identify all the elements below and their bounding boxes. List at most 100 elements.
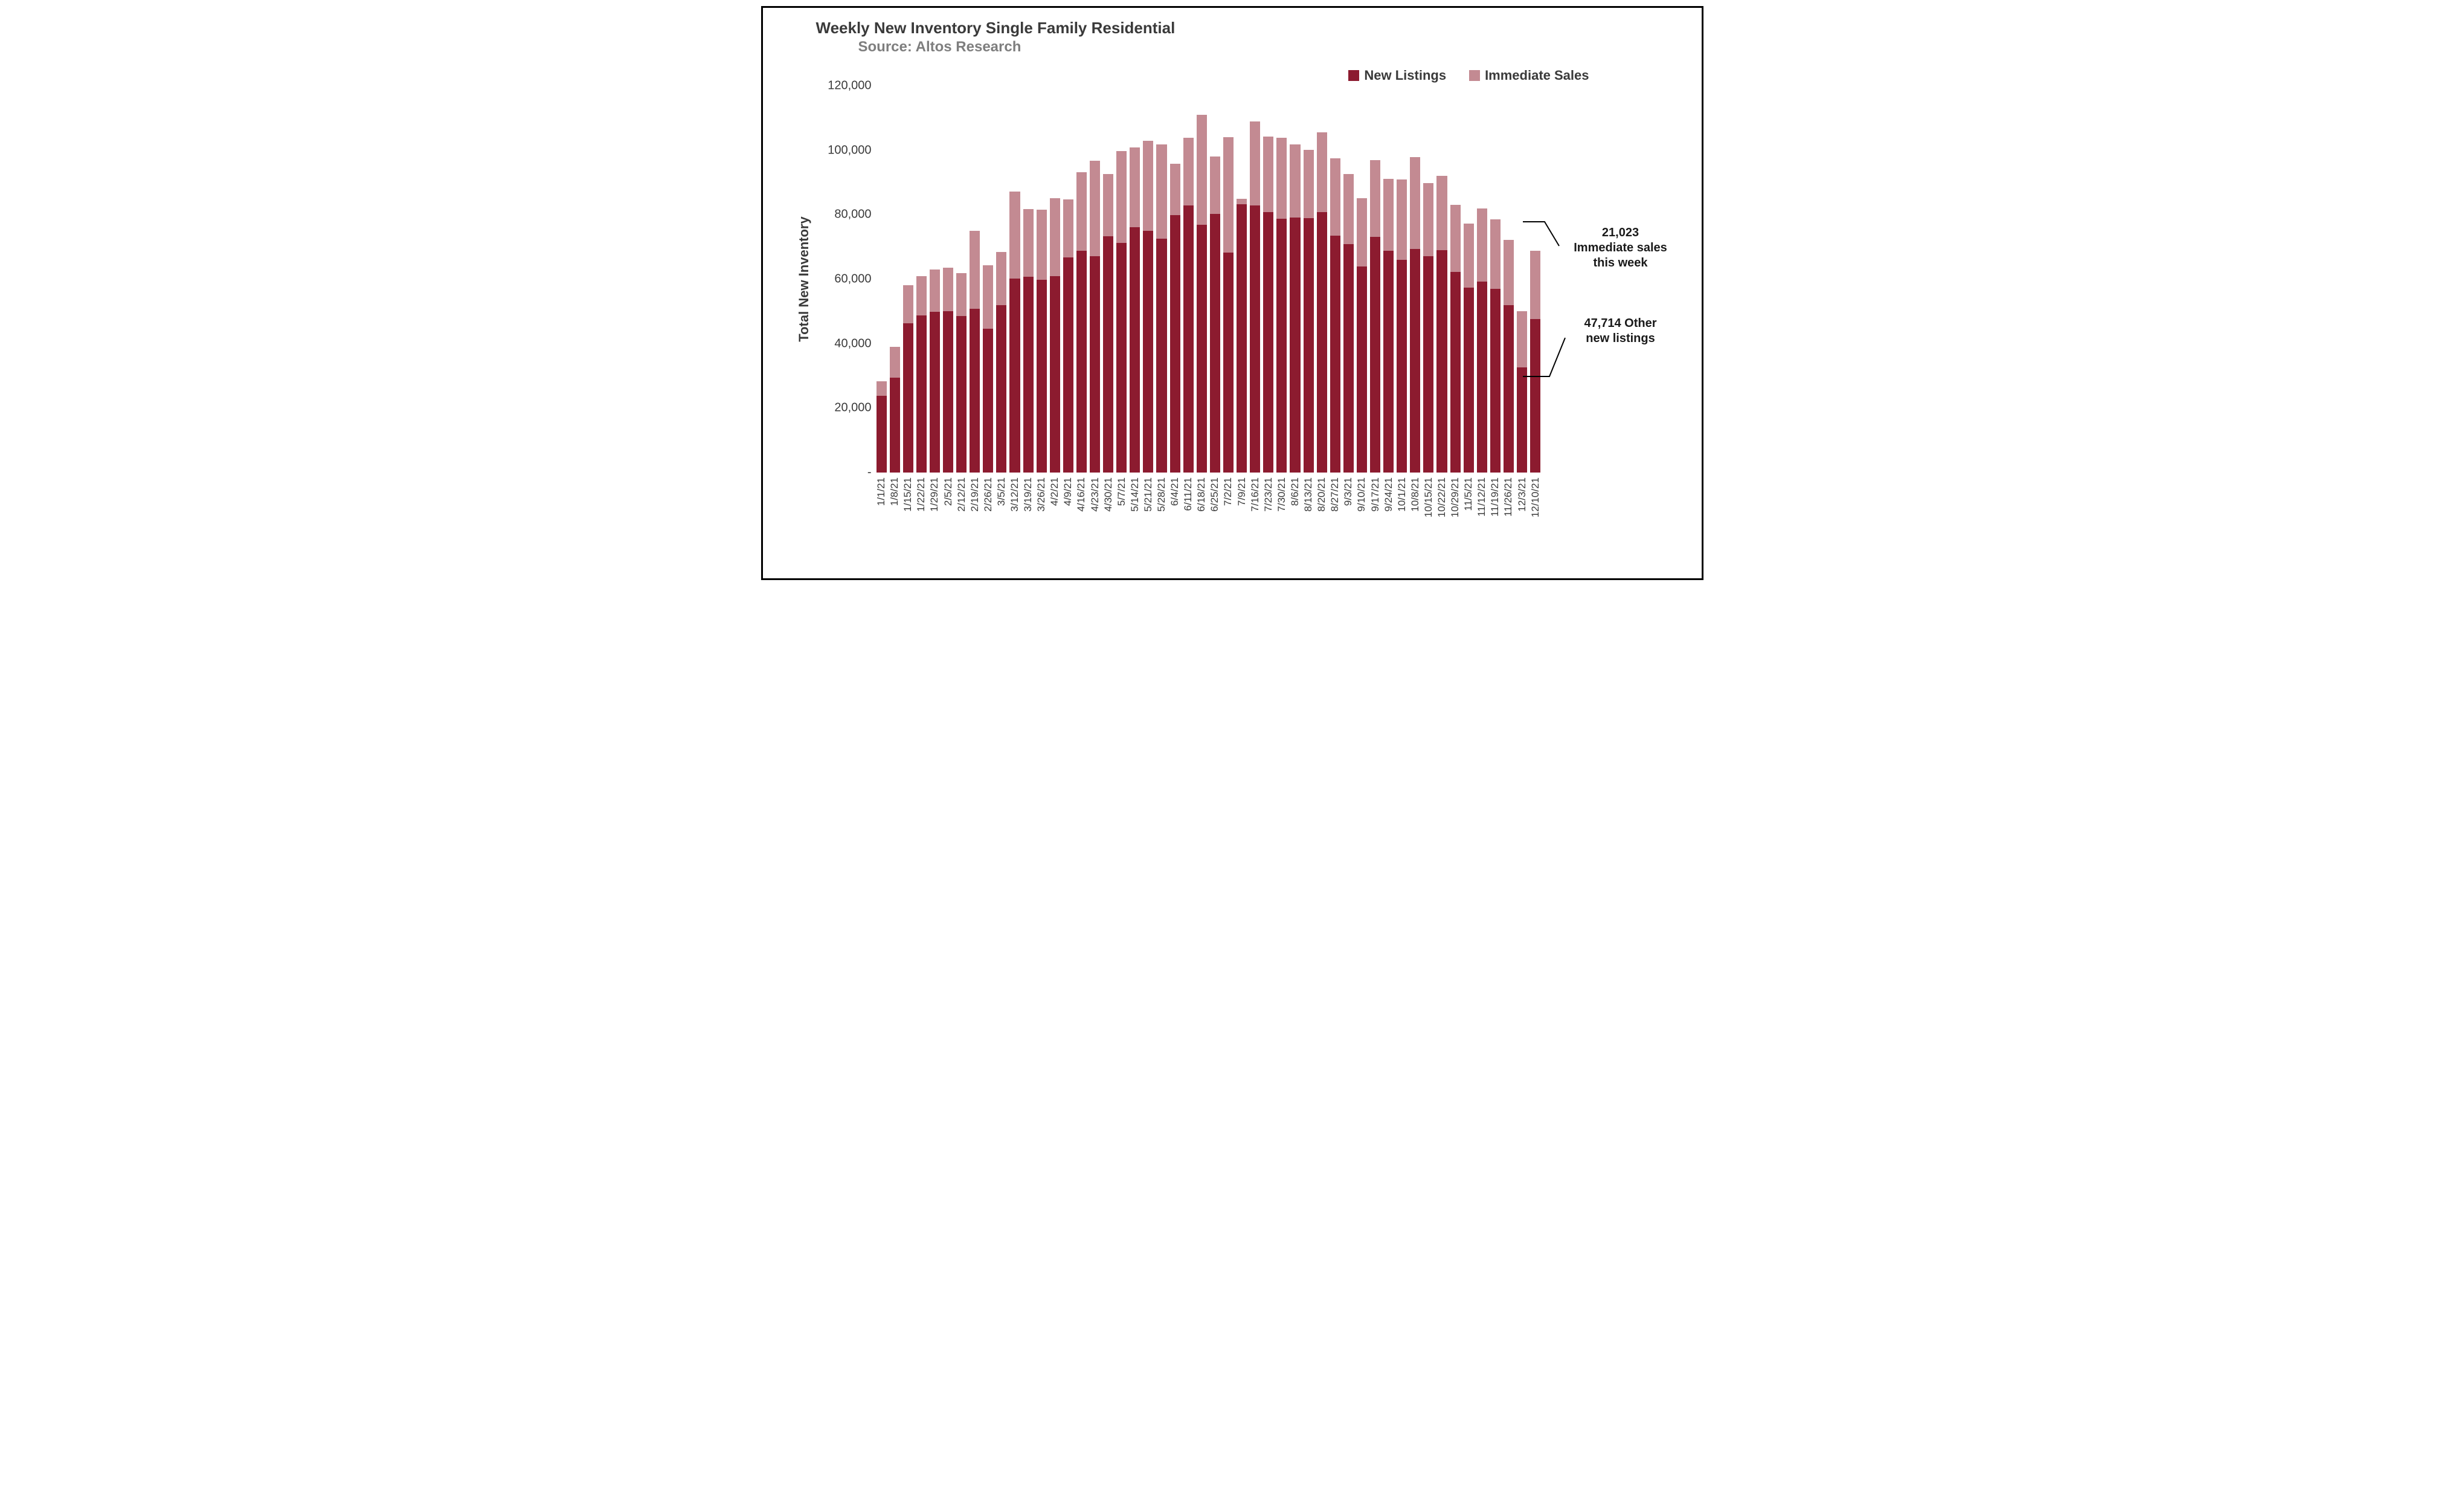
bar-segment-immediate-sales — [1103, 174, 1113, 236]
bar-segment-new-listings — [1210, 214, 1220, 473]
bar-segment-immediate-sales — [1530, 251, 1540, 318]
bar-segment-immediate-sales — [1183, 138, 1194, 205]
bar — [1237, 86, 1247, 473]
x-tick-label: 8/13/21 — [1302, 477, 1314, 512]
bar-segment-new-listings — [1423, 256, 1433, 473]
x-tick-label: 10/8/21 — [1409, 477, 1421, 512]
x-tick-label: 3/26/21 — [1035, 477, 1047, 512]
bar-segment-new-listings — [1343, 244, 1354, 473]
bar-segment-immediate-sales — [1343, 174, 1354, 244]
legend-item: New Listings — [1348, 68, 1446, 83]
x-tick-label: 3/12/21 — [1009, 477, 1021, 512]
x-tick-label: 4/16/21 — [1075, 477, 1087, 512]
x-tick-label: 8/27/21 — [1329, 477, 1341, 512]
callout-other-line2: new listings — [1586, 332, 1655, 345]
bar-segment-new-listings — [1076, 251, 1087, 473]
bar — [1009, 86, 1020, 473]
x-tick-label: 5/21/21 — [1142, 477, 1154, 512]
bar — [1410, 86, 1420, 473]
bar — [1103, 86, 1113, 473]
bar-segment-immediate-sales — [1023, 209, 1034, 276]
bar — [1250, 86, 1260, 473]
bar — [1037, 86, 1047, 473]
bar — [1383, 86, 1394, 473]
bar — [1183, 86, 1194, 473]
bar-segment-immediate-sales — [1317, 132, 1327, 212]
bar — [1076, 86, 1087, 473]
bar-segment-new-listings — [1330, 236, 1340, 473]
bar-segment-new-listings — [1250, 205, 1260, 473]
x-tick-label: 7/2/21 — [1222, 477, 1234, 506]
x-tick-label: 6/11/21 — [1182, 477, 1194, 511]
bar — [1370, 86, 1380, 473]
bar-segment-immediate-sales — [996, 252, 1006, 305]
y-tick-label: 100,000 — [828, 143, 871, 157]
bar-segment-new-listings — [983, 329, 993, 473]
x-tick-label: 12/3/21 — [1516, 477, 1528, 512]
x-tick-label: 5/28/21 — [1156, 477, 1168, 512]
bar-segment-new-listings — [1276, 219, 1287, 473]
x-tick-label: 10/22/21 — [1436, 477, 1448, 517]
bar-segment-immediate-sales — [1383, 179, 1394, 251]
x-tick-label: 10/15/21 — [1423, 477, 1435, 517]
bar-segment-immediate-sales — [1423, 183, 1433, 256]
x-tick-label: 5/14/21 — [1129, 477, 1141, 512]
bar-segment-immediate-sales — [1370, 160, 1380, 237]
bar — [1330, 86, 1340, 473]
x-tick-label: 1/1/21 — [875, 477, 887, 506]
x-tick-label: 7/16/21 — [1249, 477, 1261, 512]
bar — [1156, 86, 1166, 473]
callout-other-listings: 47,714 Other new listings — [1560, 316, 1681, 346]
bar — [1343, 86, 1354, 473]
bar-segment-immediate-sales — [1076, 172, 1087, 251]
bar — [1397, 86, 1407, 473]
bar — [1436, 86, 1447, 473]
bar-segment-immediate-sales — [1304, 150, 1314, 218]
x-axis-labels: 1/1/211/8/211/15/211/22/211/29/212/5/212… — [877, 474, 1541, 558]
bar — [1090, 86, 1100, 473]
bar-segment-new-listings — [916, 315, 927, 473]
bar-segment-new-listings — [1037, 280, 1047, 473]
bar — [1304, 86, 1314, 473]
bar-segment-immediate-sales — [1050, 198, 1060, 276]
bar — [983, 86, 993, 473]
bar — [1477, 86, 1487, 473]
bar-segment-immediate-sales — [1397, 179, 1407, 260]
bar — [1116, 86, 1127, 473]
bar — [1143, 86, 1153, 473]
x-tick-label: 2/19/21 — [969, 477, 981, 512]
bar-segment-new-listings — [1490, 289, 1501, 473]
bar-segment-immediate-sales — [956, 273, 967, 316]
bar-segment-new-listings — [970, 309, 980, 473]
bar — [996, 86, 1006, 473]
legend-swatch — [1469, 70, 1480, 81]
x-tick-label: 9/24/21 — [1383, 477, 1395, 512]
callout-immediate-line1: Immediate sales — [1574, 241, 1667, 254]
bar — [1357, 86, 1367, 473]
y-tick-label: 40,000 — [834, 337, 871, 350]
x-tick-label: 10/29/21 — [1449, 477, 1461, 517]
bar-segment-new-listings — [1397, 260, 1407, 473]
bar-segment-new-listings — [1317, 212, 1327, 473]
bar-segment-new-listings — [1197, 225, 1207, 473]
bar-segment-immediate-sales — [903, 285, 913, 323]
x-tick-label: 7/30/21 — [1276, 477, 1288, 512]
bar-segment-immediate-sales — [970, 231, 980, 309]
bar — [916, 86, 927, 473]
y-tick-label: 20,000 — [834, 401, 871, 415]
bar-segment-immediate-sales — [1090, 161, 1100, 256]
bar-segment-new-listings — [1370, 237, 1380, 473]
callout-immediate-value: 21,023 — [1602, 226, 1639, 239]
bar-segment-new-listings — [1143, 231, 1153, 473]
x-tick-label: 6/25/21 — [1209, 477, 1221, 512]
bar — [956, 86, 967, 473]
bar — [1170, 86, 1180, 473]
bar-segment-immediate-sales — [1197, 115, 1207, 225]
x-tick-label: 3/5/21 — [996, 477, 1008, 506]
callout-immediate-sales: 21,023 Immediate sales this week — [1560, 225, 1681, 271]
x-tick-label: 4/2/21 — [1049, 477, 1061, 506]
bar-segment-new-listings — [890, 378, 900, 473]
bar — [903, 86, 913, 473]
x-tick-label: 6/18/21 — [1195, 477, 1208, 512]
x-tick-label: 2/5/21 — [942, 477, 954, 506]
